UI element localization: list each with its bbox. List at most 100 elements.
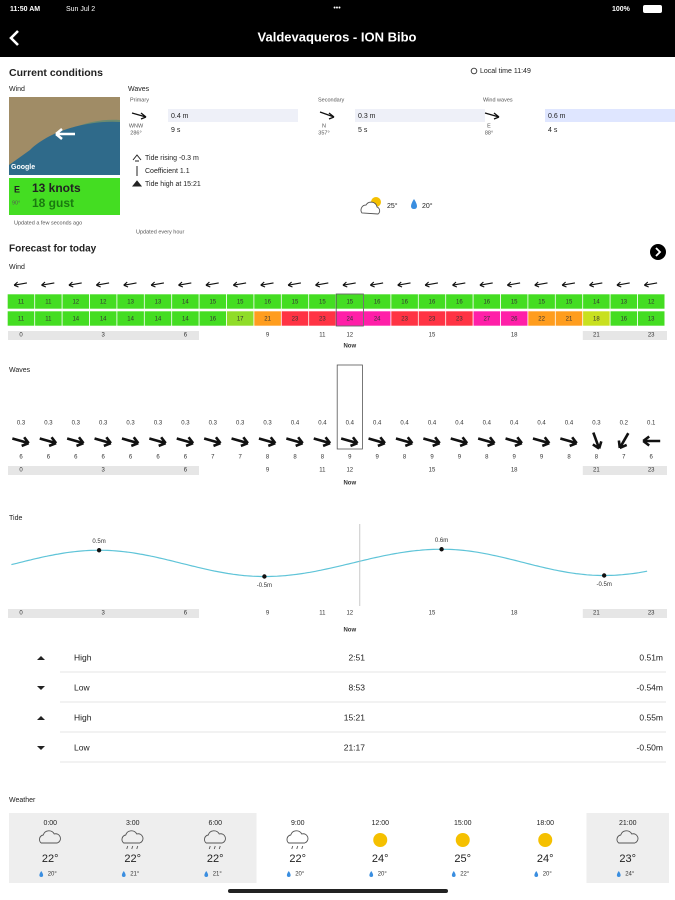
wave-arrow [450,436,469,448]
status-battery: 100% [612,6,631,13]
status-dots: ••• [333,5,341,12]
wave-height: 0.3 [99,421,108,427]
weather-water: 21° [213,872,223,878]
local-time: Local time 11:49 [480,68,531,75]
past-cell [174,813,257,883]
now-label: Now [343,344,356,350]
map-sea [9,121,120,175]
wave-arrow [66,436,85,448]
speed-value: 13 [620,300,627,306]
tide-time: 8:53 [348,682,365,692]
gust-value: 16 [209,317,216,323]
wave-period: 6 [650,455,654,461]
wave-height: 0.3 m [358,113,376,120]
wave-arrow [559,436,578,448]
wave-height: 0.4 [565,421,574,427]
wave-height: 0.4 [510,421,519,427]
wind-arrow [287,281,302,288]
speed-value: 15 [292,300,299,306]
weather-label: Weather [9,797,36,804]
gust-value: 14 [182,317,189,323]
back-button[interactable] [9,30,19,46]
gust-value: 23 [292,317,299,323]
wave-type: Secondary [318,97,345,103]
wave-height: 0.3 [592,421,601,427]
next-button[interactable] [650,244,666,260]
wave-period: 9 [540,455,544,461]
wind-arrow [342,281,356,288]
wave-arrow [285,436,304,448]
wave-direction: E [487,123,491,129]
wave-arrow [94,436,112,448]
wave-degrees: 357° [318,130,329,136]
wave-height: 0.3 [236,421,245,427]
hour-label: 9 [266,468,270,474]
tide-height: -0.50m [637,742,663,752]
height-box [355,109,485,122]
wave-period: 6 [102,455,106,461]
gust-value: 13 [648,317,655,323]
gust-value: 23 [319,317,326,323]
weather-water: 20° [378,872,388,878]
hour-label: 18 [511,468,518,474]
wind-arrow [589,281,603,288]
now-box [335,293,364,327]
wind-map: Google [9,97,120,175]
hour-label: 6 [184,468,188,474]
weather-temp: 23° [619,853,636,865]
hour-label: 9 [266,333,270,339]
wave-arrow [505,436,523,448]
wave-period: 9 [348,455,352,461]
weather-temp: 24° [537,853,554,865]
wind-arrow [68,281,82,288]
hour-label: 11 [319,468,326,474]
height-box [168,109,298,122]
wind-arrow [479,281,493,288]
drop-icon [369,871,374,877]
wave-arrow [617,432,630,450]
wave-period: 6 [47,455,51,461]
gust-value: 27 [483,317,490,323]
wave-period: 8 [293,455,297,461]
wave-height: 0.4 [291,421,300,427]
speed-value: 14 [593,300,600,306]
wave-height: 0.4 [400,421,409,427]
sun-icon [373,833,388,847]
height-box [545,109,675,122]
hour-label: 23 [648,611,655,617]
wave-arrow [395,436,414,448]
weather-time: 15:00 [454,820,472,827]
clock-icon [470,67,478,75]
tide-height: 0.51m [639,652,663,662]
drop-icon [616,871,621,877]
gust-value: 16 [620,317,627,323]
past-band [8,609,199,618]
gust-value: 22 [538,317,545,323]
wave-arrow [368,436,386,448]
speed-value: 13 [127,300,134,306]
speed-value: 15 [566,300,573,306]
wind-updated: Updated a few seconds ago [14,220,82,226]
weather-water: 24° [625,872,635,878]
weather-temp: 22° [207,853,224,865]
wave-period: 5 s [358,127,368,134]
wave-direction: WNW [129,123,144,129]
wave-arrow [313,436,332,448]
hour-label: 11 [319,611,326,617]
wave-period: 9 s [171,127,181,134]
wave-arrow [39,436,58,448]
tide-point-label: 0.5m [92,539,105,545]
top-bar [0,0,675,57]
wind-arrow [123,281,137,288]
weather-water: 22° [460,872,470,878]
wind-direction: E [14,184,20,194]
weather-temp: 22° [42,853,59,865]
wind-arrow [95,281,110,288]
wind-arrow [397,281,411,288]
section-title: Current conditions [9,67,103,79]
drop-icon [534,871,539,877]
wave-height: 0.3 [263,421,272,427]
gust-value: 21 [264,317,271,323]
past-band [8,331,199,340]
wind-arrow [616,281,630,288]
